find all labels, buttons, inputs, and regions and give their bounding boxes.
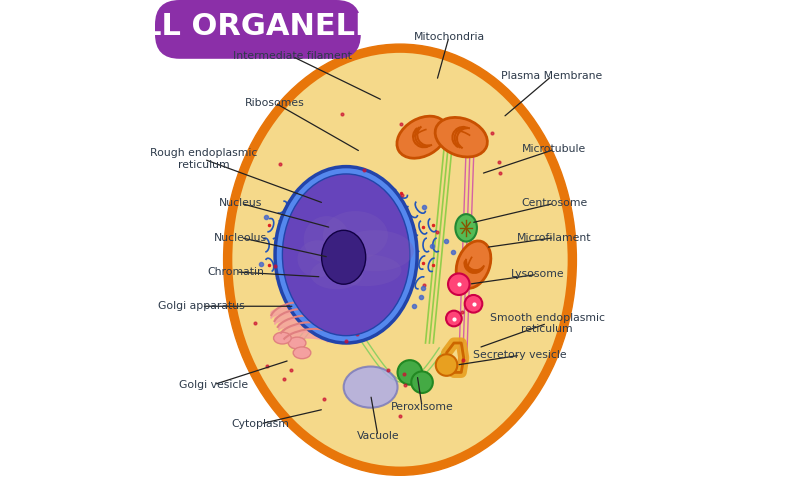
Text: Microtubule: Microtubule (522, 145, 586, 154)
Text: Mitochondria: Mitochondria (414, 32, 485, 42)
Ellipse shape (224, 44, 577, 475)
Ellipse shape (322, 230, 366, 284)
Text: Lysosome: Lysosome (510, 270, 564, 279)
Ellipse shape (231, 51, 569, 468)
Text: Smooth endoplasmic
reticulum: Smooth endoplasmic reticulum (490, 313, 605, 334)
Text: Nucleus: Nucleus (219, 198, 262, 208)
Text: CELL ORGANELLES: CELL ORGANELLES (99, 12, 417, 42)
Ellipse shape (465, 295, 482, 313)
Ellipse shape (310, 259, 363, 289)
Ellipse shape (411, 371, 433, 393)
Ellipse shape (344, 367, 398, 408)
Text: Golgi vesicle: Golgi vesicle (179, 380, 248, 390)
Ellipse shape (323, 211, 388, 260)
Ellipse shape (275, 167, 417, 343)
Text: Plasma Membrane: Plasma Membrane (502, 71, 602, 81)
Text: Intermediate filament: Intermediate filament (233, 51, 352, 61)
Ellipse shape (455, 214, 477, 242)
Ellipse shape (330, 254, 402, 286)
Ellipse shape (288, 337, 306, 349)
Text: Nucleolus: Nucleolus (214, 233, 267, 243)
Ellipse shape (336, 230, 414, 271)
Text: Centrosome: Centrosome (522, 198, 587, 208)
Text: Golgi apparatus: Golgi apparatus (158, 301, 245, 311)
Ellipse shape (282, 174, 410, 336)
Ellipse shape (448, 273, 470, 295)
Ellipse shape (435, 118, 487, 157)
Ellipse shape (274, 332, 291, 344)
Text: Peroxisome: Peroxisome (390, 402, 454, 412)
Ellipse shape (446, 311, 462, 326)
Text: Cytoplasm: Cytoplasm (231, 419, 290, 429)
Ellipse shape (298, 240, 337, 277)
Text: Microfilament: Microfilament (517, 233, 591, 243)
Text: Vacuole: Vacuole (357, 431, 399, 441)
FancyBboxPatch shape (155, 0, 361, 59)
Ellipse shape (436, 354, 458, 376)
Ellipse shape (304, 216, 350, 263)
Ellipse shape (293, 347, 311, 359)
Text: Secretory vesicle: Secretory vesicle (474, 350, 567, 360)
Ellipse shape (398, 360, 422, 385)
Text: Chromatin: Chromatin (207, 267, 264, 277)
Text: Rough endoplasmic
reticulum: Rough endoplasmic reticulum (150, 148, 258, 170)
Ellipse shape (456, 241, 491, 288)
Ellipse shape (397, 116, 447, 158)
Text: Ribosomes: Ribosomes (245, 98, 305, 108)
